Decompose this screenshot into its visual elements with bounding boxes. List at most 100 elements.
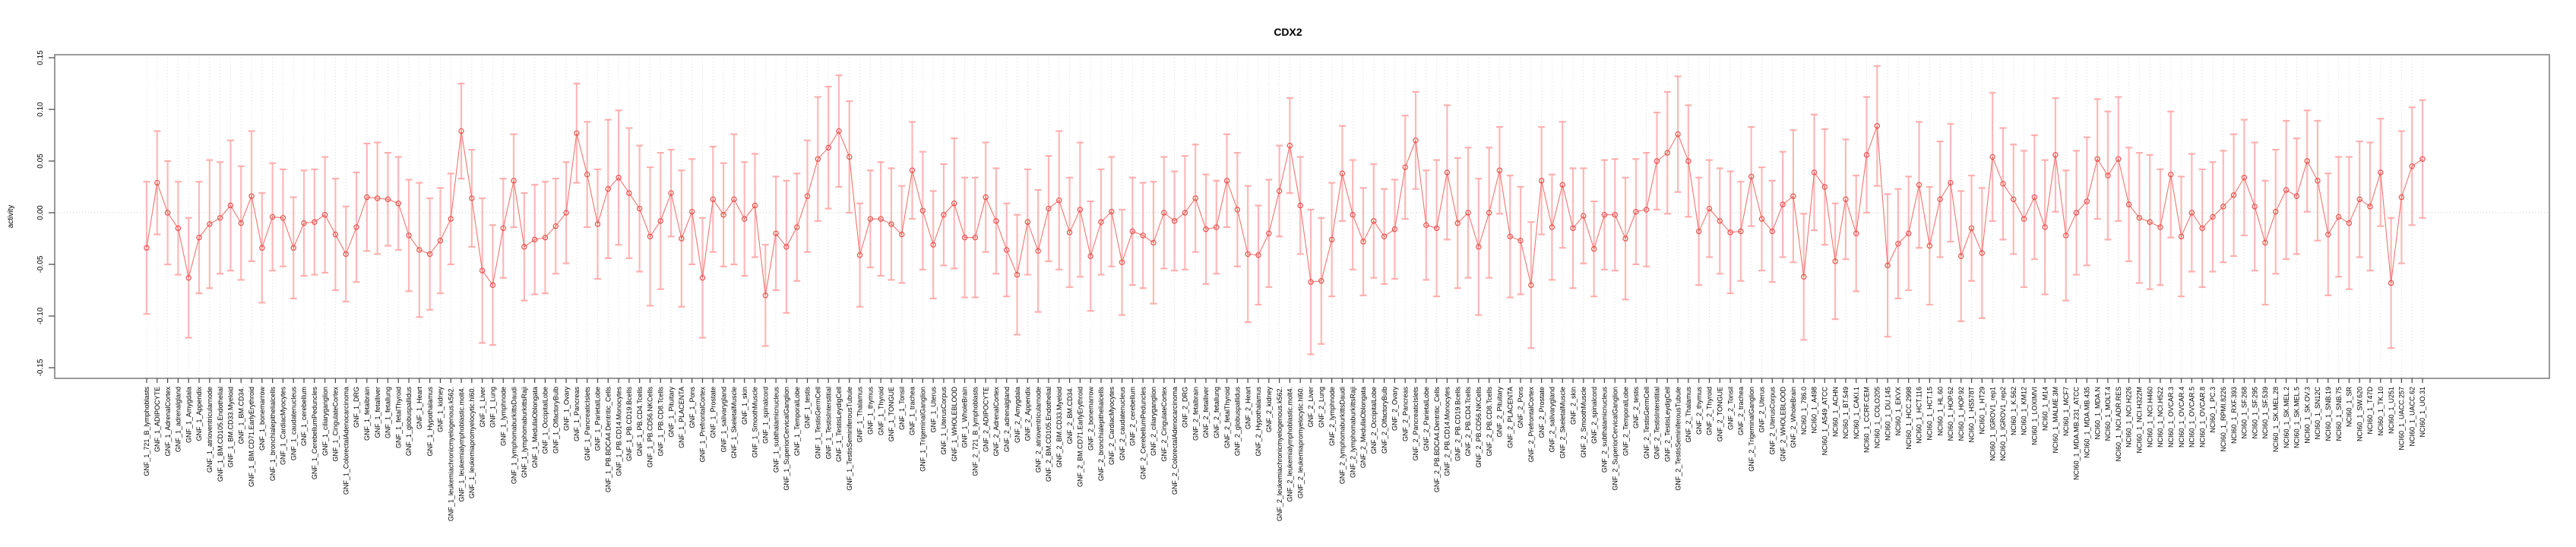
x-axis-tick-label: NCI60_1_KM12 xyxy=(2021,387,2028,435)
data-point xyxy=(1234,207,1241,213)
x-axis-tick-label: GNF_1_PB.CD8.Tcells xyxy=(657,387,664,457)
x-axis-tick-label: GNF_2_Lung xyxy=(1318,387,1325,428)
x-axis-tick-label: GNF_1_globuspallidus xyxy=(405,387,413,457)
data-point xyxy=(1161,210,1167,216)
data-point xyxy=(2084,198,2090,204)
x-axis-tick-label: GNF_1_spinalcord xyxy=(762,387,770,444)
x-axis-tick-label: GNF_2_BM.CD105.Endothelial xyxy=(1045,387,1052,482)
x-axis-tick-label: GNF_1_PB.CD4.Tcells xyxy=(636,387,644,457)
x-axis-tick-label: GNF_1_cerebellum xyxy=(300,387,308,446)
data-point xyxy=(437,238,444,244)
data-point xyxy=(1612,212,1618,218)
x-axis-tick-label: NCI60_1_TK.10 xyxy=(2377,387,2385,436)
data-point xyxy=(2011,196,2017,203)
data-point xyxy=(1066,229,1073,236)
data-point xyxy=(1916,182,1923,188)
data-point xyxy=(1874,123,1881,129)
data-point xyxy=(1559,182,1565,188)
data-point xyxy=(1538,178,1545,184)
data-point xyxy=(238,220,244,226)
x-axis-tick-label: GNF_1_TemporalLobe xyxy=(793,387,801,456)
x-axis-tick-label: GNF_1_TestisSeminiferousTubule xyxy=(846,387,853,491)
x-axis-tick-label: NCI60_1_MCF7 xyxy=(2062,387,2070,436)
x-axis-tick-label: GNF_2_CerebellumPeduncles xyxy=(1139,387,1147,480)
x-axis-tick-label: GNF_2_Amygdala xyxy=(1014,387,1021,443)
x-axis-tick-label: NCI60_1_UACC.62 xyxy=(2408,387,2416,447)
data-point xyxy=(961,234,968,241)
data-point xyxy=(2388,280,2394,286)
data-point xyxy=(2378,169,2384,175)
x-axis-tick-label: GNF_1_fetalbrain xyxy=(363,387,371,441)
x-axis-tick-label: GNF_2_Pancreas xyxy=(1401,387,1409,442)
x-axis-tick-label: GNF_1_skin xyxy=(741,387,748,425)
data-point xyxy=(1769,228,1775,235)
x-axis-tick-label: GNF_1_PrefrontalCortex xyxy=(699,387,707,463)
data-point xyxy=(804,193,811,199)
x-axis-tick-label: NCI60_1_SK.OV.3 xyxy=(2303,387,2311,444)
data-point xyxy=(1937,196,1943,203)
x-axis-tick-label: GNF_2_TestisLeydigCell xyxy=(1663,387,1671,462)
x-axis-tick-label: GNF_1_Pancreas xyxy=(573,387,581,442)
data-point xyxy=(1391,226,1398,232)
x-axis-tick-label: GNF_2_caudatenucleus xyxy=(1119,387,1126,461)
data-point xyxy=(2199,225,2205,232)
data-point xyxy=(1727,229,1733,236)
x-axis-tick-label: GNF_2_skin xyxy=(1569,387,1577,425)
x-axis-tick-label: GNF_2_PancreaticIslets xyxy=(1412,387,1419,461)
data-point xyxy=(794,224,800,230)
x-axis-tick-label: GNF_2_721_B_lymphoblasts xyxy=(972,387,979,476)
x-axis-tick-label: NCI60_1_HCC.2998 xyxy=(1905,387,1913,450)
x-axis-tick-label: NCI60_1_UO.31 xyxy=(2419,387,2426,438)
data-point xyxy=(1968,225,1975,232)
data-point xyxy=(1286,142,1293,149)
data-point xyxy=(1654,158,1660,164)
data-point xyxy=(207,221,213,227)
x-axis-tick-label: NCI60_1_MALME.3M xyxy=(2052,387,2059,454)
data-point xyxy=(2283,187,2290,193)
data-point xyxy=(563,210,569,216)
data-point xyxy=(406,232,412,239)
data-point xyxy=(1989,153,1995,160)
x-axis-tick-label: GNF_2_PB.BDCA4.Dentritic_Cells xyxy=(1433,387,1441,493)
data-point xyxy=(343,251,349,258)
data-point xyxy=(2188,210,2195,216)
x-axis-tick-label: GNF_2_kidney xyxy=(1265,387,1273,433)
data-point xyxy=(1276,188,1283,194)
data-point xyxy=(2367,204,2373,210)
data-point xyxy=(1863,152,1870,158)
x-axis-tick-label: NCI60_1_NCI.ADR.RES xyxy=(2115,387,2122,462)
x-axis-tick-label: NCI60_1_SW.620 xyxy=(2356,387,2363,441)
data-point xyxy=(1077,207,1084,213)
x-axis-tick-label: GNF_2_TemporalLobe xyxy=(1622,387,1629,456)
data-point xyxy=(1129,228,1136,235)
x-axis-tick-label: GNF_2_spinalcord xyxy=(1590,387,1598,444)
data-point xyxy=(1528,282,1534,288)
x-axis-tick-label: NCI60_1_SF.539 xyxy=(2261,387,2269,439)
x-axis-tick-label: GNF_1_SuperiorCervicalGanglion xyxy=(783,387,790,491)
data-point xyxy=(1800,274,1807,280)
x-axis-tick-label: GNF_2_TONGUE xyxy=(1716,387,1723,441)
x-axis-tick-label: NCI60_1_HL.60 xyxy=(1936,387,1944,436)
data-point xyxy=(616,175,622,181)
data-point xyxy=(385,196,391,203)
x-axis-tick-label: GNF_1_subthalamicnucleus xyxy=(772,387,780,473)
data-point xyxy=(2304,158,2310,164)
x-axis-tick-label: GNF_2_DRG xyxy=(1182,387,1189,428)
x-axis-tick-label: GNF_2_bonemarrow xyxy=(1087,387,1094,451)
data-point xyxy=(1486,210,1492,216)
data-point xyxy=(248,193,255,199)
data-point xyxy=(1339,170,1346,177)
x-axis-tick-label: GNF_2_Ovary xyxy=(1391,387,1399,432)
x-axis-tick-label: NCI60_1_SNB.75 xyxy=(2335,387,2343,441)
data-point xyxy=(2168,171,2174,178)
x-axis-tick-label: NCI60_1_SF.295 xyxy=(2251,387,2258,439)
x-axis-tick-label: NCI60_1_HOP.62 xyxy=(1947,387,1954,441)
x-axis-tick-label: GNF_2_PB.CD56.NKCells xyxy=(1475,387,1483,468)
x-axis-tick-label: NCI60_1_SF.268 xyxy=(2241,387,2248,439)
data-point xyxy=(941,212,947,218)
data-point xyxy=(1926,242,1933,249)
x-axis-tick-label: GNF_1_MedullaOblongata xyxy=(531,387,539,468)
data-point xyxy=(1098,219,1104,225)
x-axis-tick-label: GNF_1_ColorectalAdenocarcinoma xyxy=(342,387,350,495)
x-axis-tick-label: GNF_1_BM.CD105.Endothelial xyxy=(217,387,224,482)
